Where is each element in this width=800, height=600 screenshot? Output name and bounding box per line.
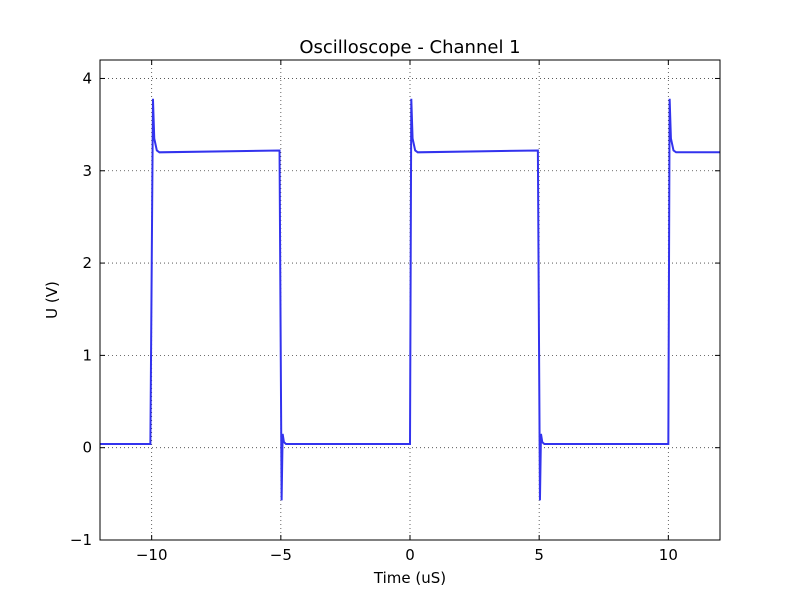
x-tick-label: −5	[270, 546, 292, 564]
y-tick-label: 3	[82, 162, 92, 180]
y-axis-label: U (V)	[43, 281, 61, 319]
x-tick-label: 10	[659, 546, 678, 564]
x-tick-label: −10	[136, 546, 168, 564]
chart-title: Oscilloscope - Channel 1	[299, 37, 520, 58]
y-tick-label: 2	[82, 254, 92, 272]
y-tick-label: 1	[82, 346, 92, 364]
y-tick-label: 4	[82, 69, 92, 87]
y-tick-label: 0	[82, 439, 92, 457]
x-tick-label: 0	[405, 546, 415, 564]
y-tick-label: −1	[70, 531, 92, 549]
channel-1-trace	[100, 98, 720, 501]
plot-area-traces	[100, 98, 720, 501]
x-tick-label: 5	[534, 546, 544, 564]
x-axis-label: Time (uS)	[373, 569, 446, 587]
